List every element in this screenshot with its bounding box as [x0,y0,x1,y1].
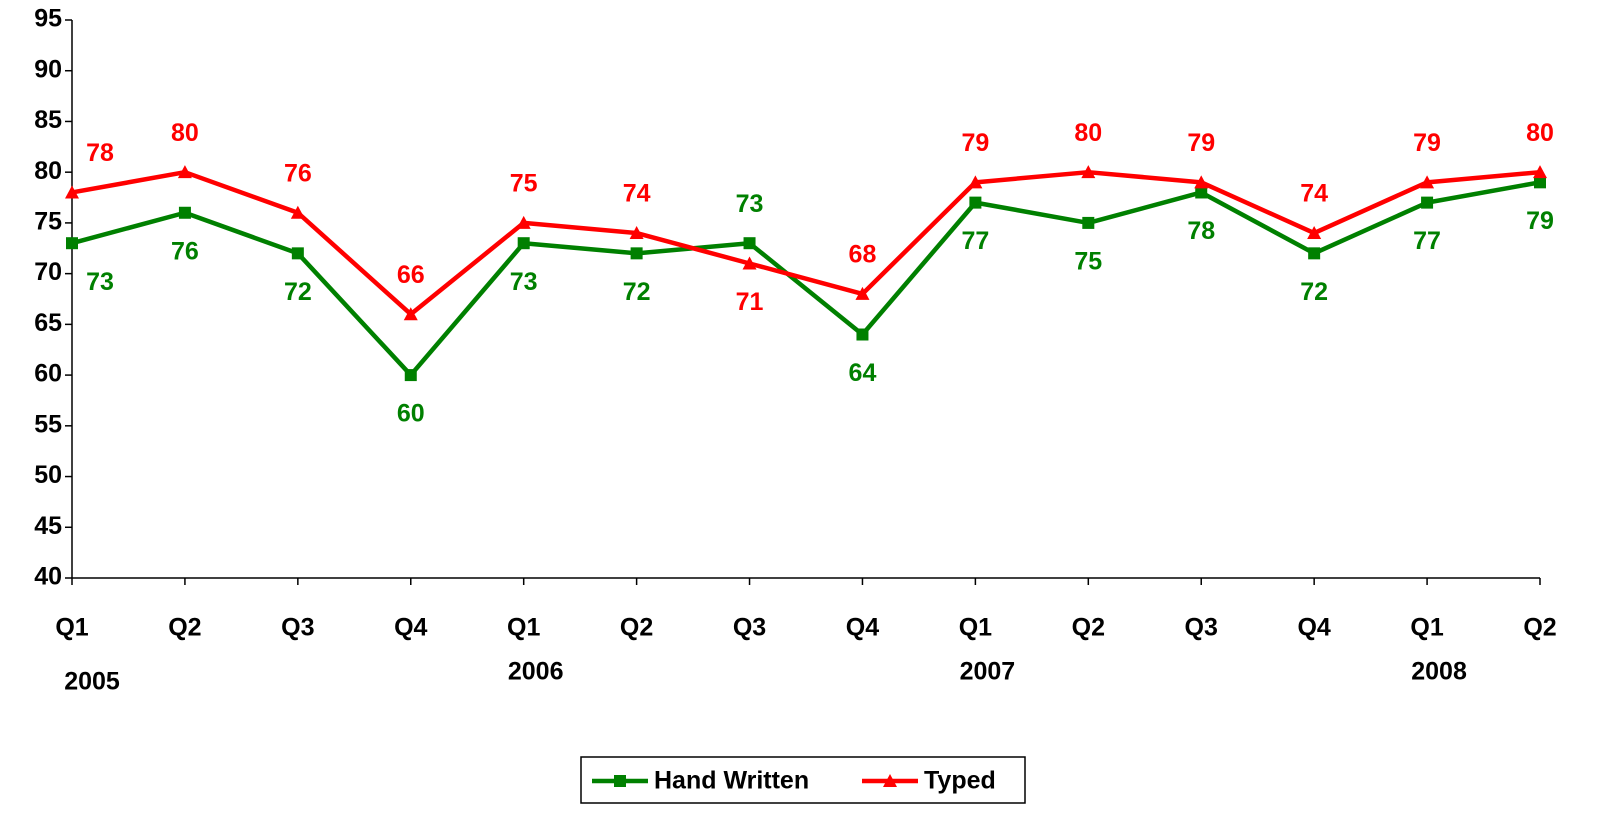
x-tick-label: Q1 [55,614,88,642]
x-tick-label: Q2 [620,614,653,642]
marker [404,369,417,382]
data-label: 73 [736,190,764,218]
data-label: 76 [284,159,312,187]
data-label: 80 [1074,119,1102,147]
x-tick-label: Q4 [394,614,427,642]
data-label: 78 [1187,217,1215,245]
marker [968,175,983,189]
year-label: 2006 [508,658,564,686]
marker [1534,176,1546,189]
data-label: 74 [623,180,651,208]
data-label: 75 [510,170,538,198]
marker [291,247,304,260]
data-label: 79 [1413,129,1441,157]
marker [517,237,530,250]
x-tick-label: Q3 [281,614,314,642]
marker [1082,216,1095,229]
y-tick-label: 80 [34,157,62,185]
marker [1533,165,1547,179]
x-tick-label: Q2 [1072,614,1105,642]
marker [1421,196,1434,209]
marker [1307,226,1322,240]
data-label: 79 [1187,129,1215,157]
data-label: 77 [961,227,989,255]
y-tick-label: 55 [34,410,62,438]
marker [1081,165,1096,179]
y-tick-label: 90 [34,55,62,83]
marker [1194,175,1209,189]
x-tick-label: Q4 [1297,614,1330,642]
year-label: 2008 [1411,658,1467,686]
data-label: 77 [1413,227,1441,255]
series-line [71,169,1541,317]
data-label: 80 [171,119,199,147]
y-tick-label: 75 [34,208,62,236]
marker [66,237,78,250]
data-label: 66 [397,261,425,289]
marker [178,206,191,219]
legend-label: Typed [924,767,996,795]
x-tick-label: Q3 [1185,614,1218,642]
data-label: 73 [86,268,114,296]
data-label: 64 [849,359,877,387]
y-tick-label: 60 [34,360,62,388]
data-label: 78 [86,139,114,167]
y-tick-label: 70 [34,258,62,286]
data-label: 75 [1074,248,1102,276]
marker [614,775,626,787]
legend-box [580,756,1026,804]
x-tick-label: Q4 [846,614,879,642]
marker [403,307,418,321]
marker [742,256,757,270]
marker [1195,186,1208,199]
data-label: 79 [961,129,989,157]
marker [516,215,531,229]
marker [65,185,79,199]
marker [1420,175,1435,189]
data-label: 74 [1300,180,1328,208]
x-tick-label: Q2 [168,614,201,642]
marker [743,237,756,250]
y-tick-label: 50 [34,461,62,489]
data-label: 72 [623,278,651,306]
marker [177,165,192,179]
marker [856,328,869,341]
x-tick-label: Q1 [507,614,540,642]
data-label: 79 [1526,207,1554,235]
data-label: 60 [397,400,425,428]
series-line [71,180,1541,378]
data-label: 68 [849,241,877,269]
y-tick-label: 40 [34,563,62,591]
data-label: 73 [510,268,538,296]
y-tick-label: 65 [34,309,62,337]
data-label: 72 [284,278,312,306]
marker [629,226,644,240]
x-tick-label: Q1 [1410,614,1443,642]
data-label: 72 [1300,278,1328,306]
y-tick-label: 45 [34,512,62,540]
marker [1308,247,1321,260]
x-tick-label: Q1 [959,614,992,642]
year-label: 2007 [960,658,1016,686]
marker [969,196,982,209]
marker [290,205,305,219]
marker [883,774,897,787]
y-tick-label: 95 [34,5,62,33]
data-label: 71 [736,288,764,316]
data-label: 76 [171,237,199,265]
year-label: 2005 [64,668,120,696]
legend-label: Hand Written [654,767,809,795]
x-tick-label: Q2 [1523,614,1556,642]
x-tick-label: Q3 [733,614,766,642]
y-tick-label: 85 [34,106,62,134]
marker [855,286,870,300]
data-label: 80 [1526,119,1554,147]
marker [630,247,643,260]
